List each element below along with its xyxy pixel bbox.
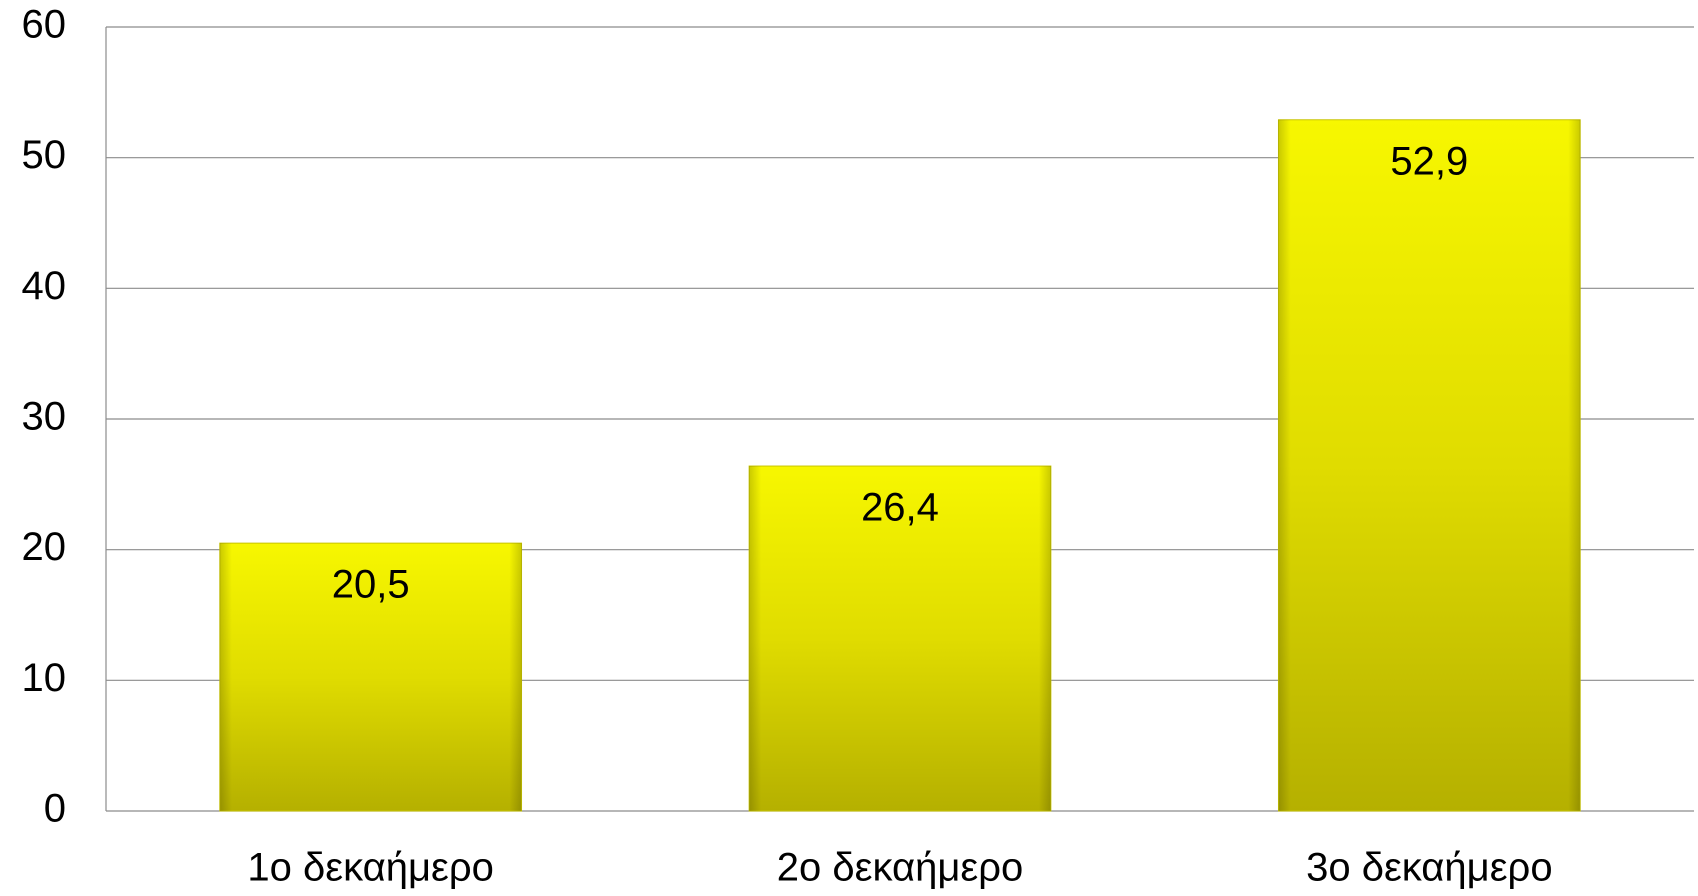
y-tick-label: 10: [22, 656, 67, 700]
y-tick-label: 40: [22, 264, 67, 308]
y-tick-label: 30: [22, 395, 67, 439]
x-tick-label: 3ο δεκαήμερο: [1306, 846, 1552, 890]
value-label: 20,5: [332, 563, 410, 607]
value-label: 26,4: [861, 486, 939, 530]
x-tick-label: 1ο δεκαήμερο: [247, 846, 493, 890]
x-tick-label: 2ο δεκαήμερο: [777, 846, 1023, 890]
bar-shade: [219, 543, 522, 811]
bar-shade: [749, 466, 1051, 811]
y-tick-label: 50: [22, 133, 67, 177]
y-tick-label: 60: [22, 3, 67, 47]
value-label: 52,9: [1390, 139, 1468, 183]
y-tick-label: 0: [44, 787, 66, 831]
bar-shade: [1278, 119, 1581, 812]
y-tick-label: 20: [22, 525, 67, 569]
